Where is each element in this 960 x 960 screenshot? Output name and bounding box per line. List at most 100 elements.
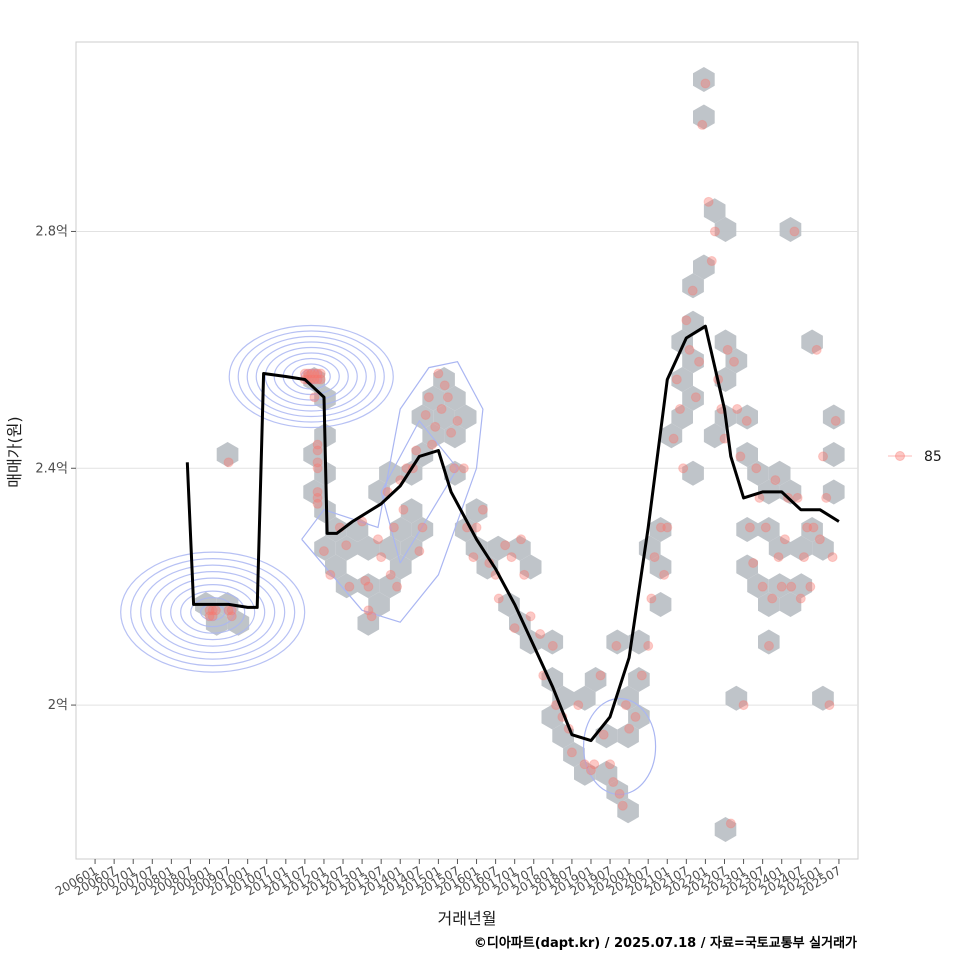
transaction-point	[649, 552, 660, 563]
transaction-point	[690, 392, 701, 403]
transaction-point	[598, 729, 609, 740]
density-contour-ring	[130, 558, 296, 667]
hexbin-cell	[714, 817, 737, 842]
hexbin-cell	[606, 629, 629, 655]
transaction-point	[312, 498, 323, 509]
hexbin-cell	[649, 592, 672, 617]
transaction-point	[595, 670, 606, 681]
transaction-point	[763, 640, 774, 651]
density-contour-inner	[380, 419, 459, 564]
transaction-point	[662, 522, 673, 533]
transaction-point	[449, 463, 460, 474]
transaction-point	[827, 552, 838, 563]
transaction-point	[757, 581, 768, 592]
transaction-point	[620, 700, 631, 711]
hexbin-cell	[736, 442, 758, 467]
transaction-point	[223, 457, 234, 468]
transaction-point	[547, 640, 558, 651]
hexbin-cell	[617, 798, 639, 824]
legend-label: 85	[924, 449, 942, 465]
transaction-point	[318, 546, 329, 557]
hexbin-cell	[617, 685, 639, 711]
hexbin-cell	[617, 723, 639, 749]
transaction-point	[818, 451, 829, 462]
transaction-point	[605, 759, 616, 770]
transaction-point	[671, 374, 682, 385]
hexbin-cell	[476, 554, 499, 580]
hexbin-cell	[812, 535, 834, 561]
hexbin-cell	[693, 67, 715, 92]
hexbin-cell	[682, 273, 704, 299]
hexbin-cell	[541, 704, 564, 730]
transaction-point	[614, 788, 625, 799]
hexbin-cell	[422, 385, 445, 411]
density-contour-ring	[228, 324, 394, 429]
transaction-point	[630, 711, 641, 722]
transaction-point	[773, 552, 784, 563]
density-contour-ring	[264, 346, 358, 407]
transaction-point	[703, 196, 714, 207]
hexbin-cell	[671, 367, 693, 392]
hexbin-cell	[779, 592, 802, 617]
hexbin-cell	[682, 348, 704, 374]
caption: ©디아파트(dapt.kr) / 2025.07.18 / 자료=국토교통부 실…	[474, 935, 857, 951]
transaction-point	[821, 492, 832, 503]
hexbin-cell	[465, 498, 488, 524]
hexbin-cell	[790, 573, 813, 599]
transaction-point	[417, 522, 428, 533]
transaction-point	[430, 421, 441, 432]
y-tick-label: 2.4억	[35, 461, 68, 476]
hexbin-cell	[357, 573, 380, 599]
transaction-point	[802, 522, 813, 533]
y-axis-title: 매매가(원)	[5, 416, 24, 487]
hexbin-cell	[768, 535, 791, 561]
transaction-point	[805, 581, 816, 592]
density-contour-ring	[237, 330, 385, 423]
density-contour-2019	[582, 697, 657, 796]
transaction-point	[694, 356, 705, 367]
hexbin-cell	[822, 404, 845, 430]
transaction-point	[738, 700, 749, 711]
transaction-point	[363, 581, 374, 592]
hexbin-cell	[574, 760, 596, 786]
transaction-point	[636, 670, 647, 681]
transaction-point	[770, 475, 781, 486]
hexbin-cell	[584, 667, 607, 692]
transaction-point	[427, 439, 438, 450]
hexbin-cell	[519, 554, 542, 580]
transaction-point	[325, 569, 336, 580]
transaction-point	[735, 451, 746, 462]
hexbin-cell	[465, 535, 488, 561]
transaction-point	[446, 427, 457, 438]
transaction-point	[420, 409, 431, 420]
transaction-point	[741, 415, 752, 426]
transaction-point	[760, 522, 771, 533]
density-contour-ring	[140, 564, 286, 660]
transaction-point	[392, 581, 403, 592]
transaction-point	[439, 380, 450, 391]
transaction-point	[207, 611, 218, 622]
transaction-point	[506, 552, 517, 563]
transaction-point	[709, 226, 720, 237]
transaction-point	[585, 765, 596, 776]
hexbin-cell	[400, 498, 423, 524]
transaction-point	[306, 368, 317, 379]
transaction-point	[312, 439, 323, 450]
transaction-point	[411, 445, 422, 456]
hexbin-cell	[454, 404, 477, 430]
y-tick-label: 2억	[48, 698, 68, 713]
density-contour-ring	[246, 335, 376, 418]
hexbin-cell	[779, 479, 802, 505]
panel-background	[75, 41, 859, 860]
transaction-point	[624, 723, 635, 734]
transaction-point	[646, 593, 657, 604]
transaction-point	[385, 569, 396, 580]
transaction-point	[315, 368, 326, 379]
hexbin-cell	[812, 685, 834, 711]
hexbin-cell	[400, 535, 423, 561]
hexbin-cell	[790, 535, 813, 561]
transaction-point	[452, 415, 463, 426]
transaction-point	[433, 368, 444, 379]
hexbin-cell	[509, 535, 531, 561]
hexbin-cell	[379, 573, 401, 599]
